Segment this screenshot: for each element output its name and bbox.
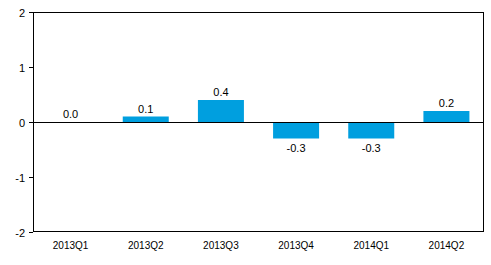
y-tick <box>29 177 33 178</box>
bar <box>423 111 469 122</box>
data-label: 0.2 <box>439 97 454 109</box>
data-label: 0.0 <box>63 108 78 120</box>
data-label: -0.3 <box>287 142 306 154</box>
y-tick <box>29 67 33 68</box>
x-tick-label: 2013Q3 <box>203 240 239 251</box>
y-tick <box>29 122 33 123</box>
x-tick-label: 2013Q4 <box>278 240 314 251</box>
y-tick-label: -1 <box>15 172 25 184</box>
bar <box>198 100 244 122</box>
x-tick-label: 2014Q1 <box>353 240 389 251</box>
y-tick-label: 2 <box>19 7 25 19</box>
y-tick-label: 1 <box>19 62 25 74</box>
y-tick <box>29 12 33 13</box>
zero-line <box>33 122 484 123</box>
x-tick-label: 2013Q1 <box>53 240 89 251</box>
bar <box>348 122 394 139</box>
chart-container: -2 -1 0 1 2 0.0 0.1 0.4 -0.3 -0.3 0.2 2013Q1 2013Q2 2… <box>0 0 491 265</box>
y-tick-label: 0 <box>19 117 25 129</box>
data-label: 0.1 <box>138 103 153 115</box>
bars <box>123 100 470 139</box>
bar <box>123 117 169 123</box>
chart: -2 -1 0 1 2 0.0 0.1 0.4 -0.3 -0.3 0.2 2013Q1 2013Q2 2… <box>0 0 491 265</box>
y-tick <box>29 232 33 233</box>
plot-frame <box>34 13 484 232</box>
x-tick-label: 2014Q2 <box>429 240 465 251</box>
data-label: -0.3 <box>362 142 381 154</box>
data-label: 0.4 <box>213 86 228 98</box>
y-tick-label: -2 <box>15 227 25 239</box>
bar <box>273 122 319 139</box>
x-tick-label: 2013Q2 <box>128 240 164 251</box>
